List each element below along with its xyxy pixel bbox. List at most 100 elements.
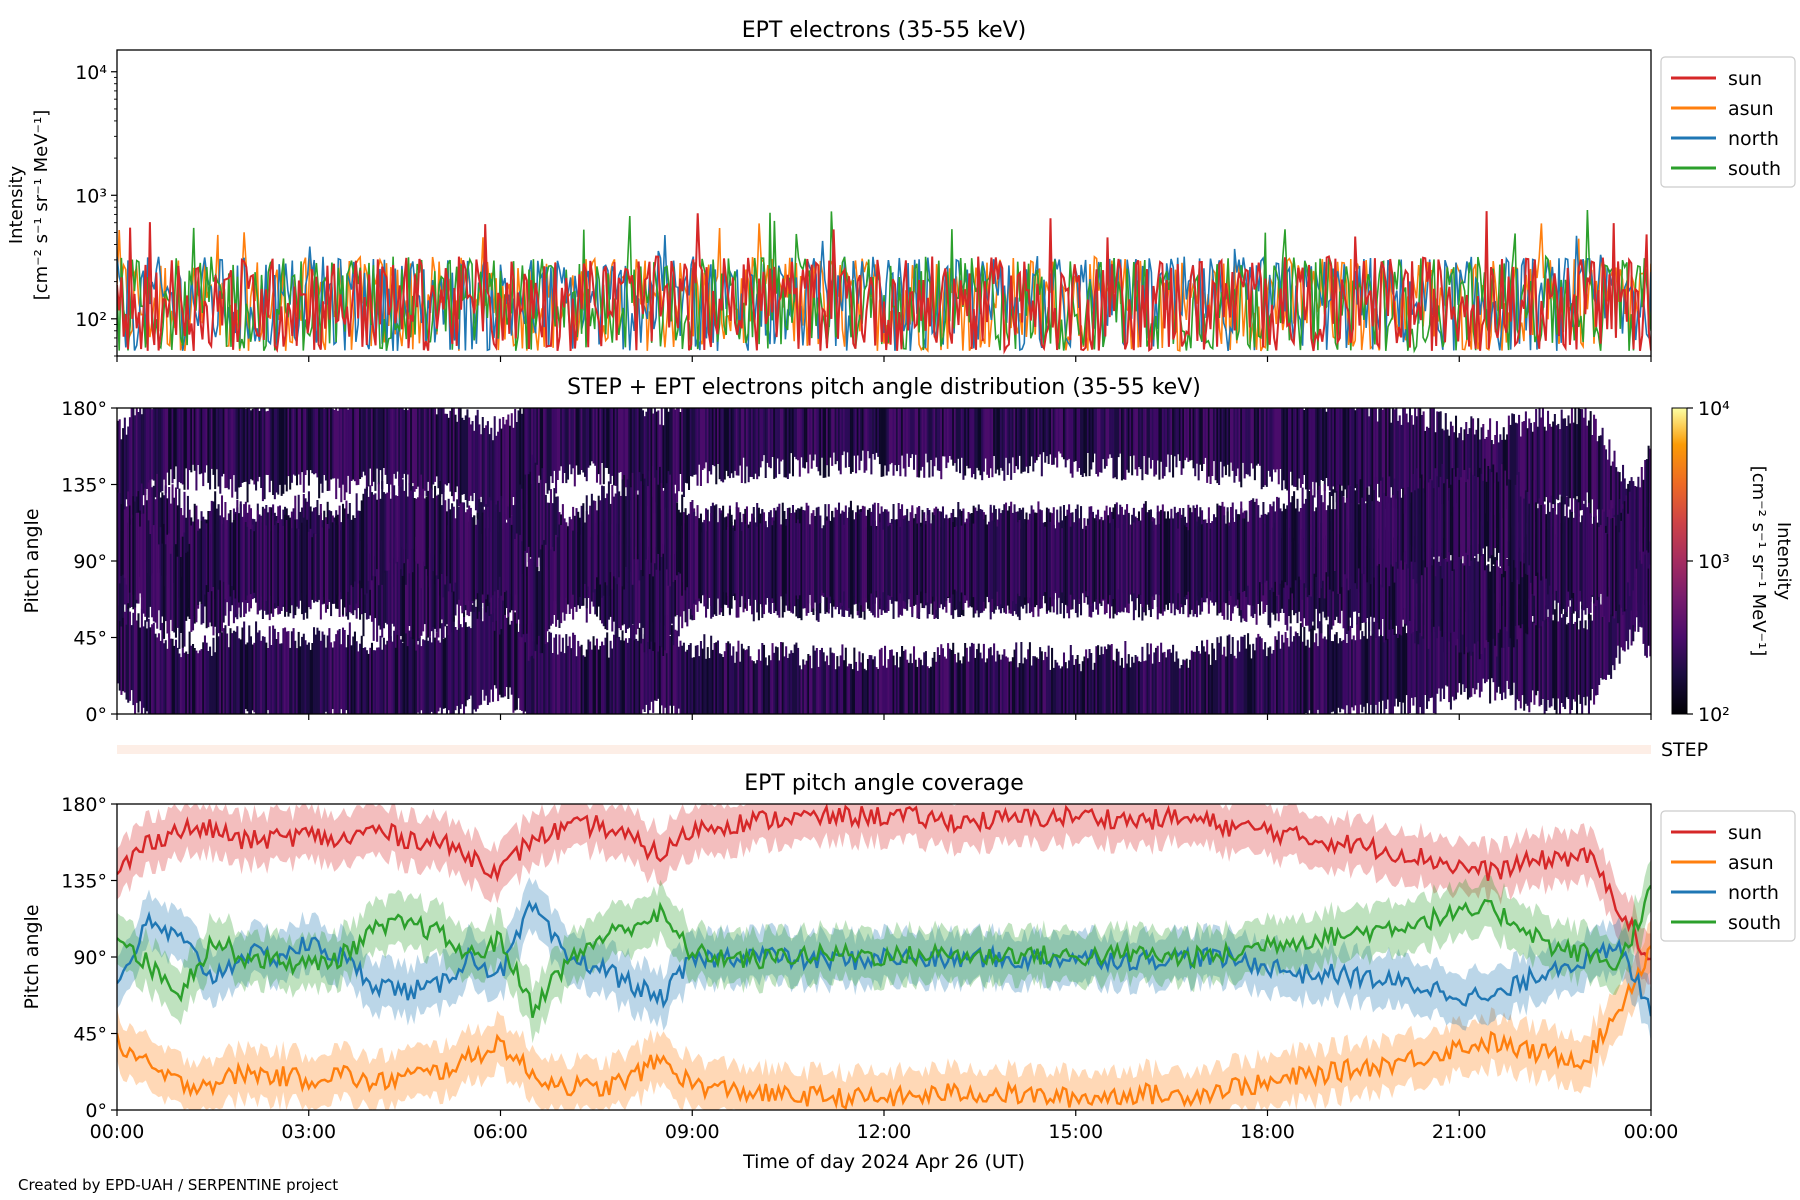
heatmap-cell <box>1333 408 1337 493</box>
heatmap-cell <box>936 647 939 714</box>
heatmap-cell <box>669 635 672 706</box>
heatmap-cell <box>1347 620 1350 714</box>
heatmap-cell <box>653 632 656 701</box>
heatmap-cell <box>1501 548 1504 648</box>
heatmap-cell <box>1322 408 1325 481</box>
heatmap-cell <box>1385 408 1388 509</box>
heatmap-cell <box>260 408 263 488</box>
heatmap-cell <box>1282 503 1285 588</box>
heatmap-cell <box>805 660 808 714</box>
heatmap-cell <box>1316 490 1319 595</box>
heatmap-cell <box>664 408 667 510</box>
heatmap-cell <box>203 635 206 714</box>
heatmap-cell <box>1429 479 1432 568</box>
heatmap-cell <box>803 408 806 469</box>
heatmap-cell <box>979 514 982 607</box>
heatmap-cell <box>1473 603 1476 695</box>
heatmap-cell <box>139 627 142 702</box>
heatmap-cell <box>539 479 542 567</box>
heatmap-cell <box>278 408 281 485</box>
heatmap-cell <box>1429 619 1432 698</box>
heatmap-cell <box>947 408 950 463</box>
heatmap-cell <box>1197 408 1200 481</box>
heatmap-cell <box>432 625 435 714</box>
heatmap-cell <box>1594 515 1597 606</box>
heatmap-cell <box>246 408 249 503</box>
heatmap-cell <box>708 658 711 714</box>
heatmap-cell <box>1489 588 1492 704</box>
heatmap-cell <box>156 408 159 486</box>
heatmap-cell <box>1137 408 1141 467</box>
heatmap-cell <box>1407 610 1410 714</box>
heatmap-cell <box>1095 646 1098 714</box>
heatmap-cell <box>1395 498 1398 562</box>
heatmap-cell <box>1523 498 1526 564</box>
heatmap-cell <box>1533 607 1536 705</box>
heatmap-cell <box>491 440 495 504</box>
heatmap-cell <box>1105 408 1108 467</box>
heatmap-cell <box>906 659 909 714</box>
heatmap-cell <box>911 408 914 455</box>
heatmap-cell <box>463 502 466 613</box>
heatmap-cell <box>699 408 702 486</box>
heatmap-cell <box>227 647 230 714</box>
heatmap-cell <box>1613 568 1616 671</box>
heatmap-cell <box>394 495 397 564</box>
heatmap-cell <box>1415 606 1418 714</box>
heatmap-cell <box>401 479 404 576</box>
heatmap-cell <box>174 544 177 638</box>
heatmap-cell <box>1511 608 1514 695</box>
heatmap-cell <box>1305 645 1308 713</box>
heatmap-cell <box>926 514 929 603</box>
y-tick-label: 0° <box>85 1100 107 1122</box>
heatmap-cell <box>398 474 401 583</box>
heatmap-cell <box>435 632 438 714</box>
heatmap-cell <box>1483 458 1487 571</box>
heatmap-cell <box>1182 408 1185 469</box>
heatmap-cell <box>1325 535 1328 621</box>
heatmap-cell <box>1185 408 1188 458</box>
heatmap-cell <box>507 414 510 522</box>
heatmap-cell <box>1364 540 1367 623</box>
heatmap-cell <box>1497 566 1500 633</box>
heatmap-cell <box>1550 426 1553 500</box>
heatmap-cell <box>256 510 259 615</box>
heatmap-cell <box>953 527 956 590</box>
heatmap-cell <box>468 417 471 501</box>
panel1-ylabel-line2: [cm⁻² s⁻¹ sr⁻¹ MeV⁻¹] <box>31 110 52 301</box>
heatmap-cell <box>1509 479 1512 568</box>
heatmap-cell <box>1543 426 1546 502</box>
heatmap-cell <box>832 653 835 714</box>
heatmap-cell <box>1439 476 1442 566</box>
heatmap-cell <box>1015 408 1018 467</box>
heatmap-cell <box>1586 629 1589 697</box>
heatmap-cell <box>399 551 402 636</box>
heatmap-cell <box>529 558 532 657</box>
heatmap-cell <box>1066 514 1069 607</box>
heatmap-cell <box>781 502 784 618</box>
heatmap-cell <box>1453 562 1456 632</box>
heatmap-cell <box>820 528 823 591</box>
heatmap-cell <box>972 408 975 474</box>
heatmap-cell <box>539 408 542 484</box>
heatmap-cell <box>222 628 225 714</box>
legend3-asun-label: asun <box>1728 852 1774 874</box>
heatmap-cell <box>328 408 331 491</box>
heatmap-cell <box>844 505 847 611</box>
heatmap-cell <box>1468 548 1471 652</box>
heatmap-cell <box>916 408 919 478</box>
heatmap-cell <box>376 499 379 570</box>
heatmap-cell <box>1061 528 1064 593</box>
heatmap-cell <box>1402 487 1405 570</box>
heatmap-cell <box>299 408 302 485</box>
heatmap-cell <box>1601 597 1604 680</box>
heatmap-cell <box>1231 637 1234 714</box>
heatmap-cell <box>362 408 365 472</box>
heatmap-cell <box>686 649 689 714</box>
heatmap-cell <box>174 487 177 596</box>
heatmap-cell <box>1611 461 1614 538</box>
heatmap-cell <box>901 408 904 456</box>
heatmap-cell <box>764 408 767 478</box>
heatmap-cell <box>584 522 587 584</box>
heatmap-cell <box>1146 643 1149 714</box>
